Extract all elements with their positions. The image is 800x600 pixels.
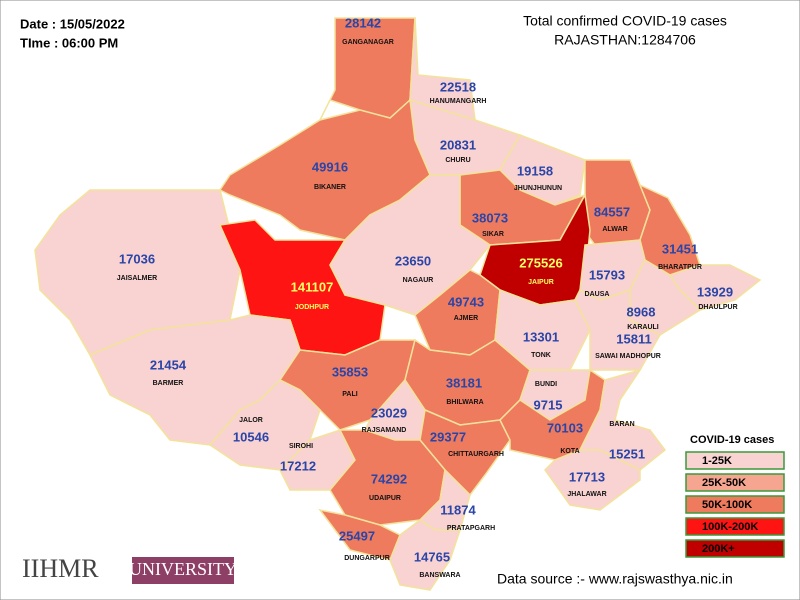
district-cases: 275526 [519, 255, 562, 270]
logo-band [132, 557, 234, 584]
district-area [34, 189, 241, 356]
district-cases: 38073 [472, 210, 508, 225]
district-cases: 31451 [662, 241, 698, 256]
district-area [389, 519, 462, 591]
legend-title: COVID-19 cases [690, 434, 774, 446]
district-name: BANSWARA [419, 572, 460, 579]
district-name: BHARATPUR [658, 264, 702, 271]
district-cases: 8968 [627, 304, 656, 319]
district-name: PRATAPGARH [447, 525, 495, 532]
district-cases: 35853 [332, 364, 368, 379]
district-name: BARAN [609, 421, 634, 428]
district-name: UDAIPUR [369, 495, 401, 502]
district-name: JHALAWAR [567, 491, 606, 498]
logo-main: IIHMR [22, 554, 99, 583]
district-area [544, 449, 641, 511]
title: Total confirmed COVID-19 cases [523, 13, 727, 29]
district-cases: 20831 [440, 137, 476, 152]
district-name: BUNDI [535, 381, 557, 388]
district-name: DAUSA [585, 291, 610, 298]
district-cases: 9715 [534, 397, 563, 412]
district-area [574, 288, 662, 371]
district-cases: 49916 [312, 159, 348, 174]
district-cases: 10546 [233, 429, 269, 444]
district-cases: 28142 [345, 15, 381, 30]
district-name: AJMER [454, 315, 479, 322]
district-cases: 23650 [395, 253, 431, 268]
legend-swatch [685, 539, 785, 558]
district-name: KOTA [560, 448, 579, 455]
legend-label: 100K-200K [702, 521, 758, 533]
district-name: PALI [342, 391, 357, 398]
district-name: ALWAR [602, 226, 627, 233]
district-cases: 19158 [517, 163, 553, 178]
district-cases: 29377 [430, 429, 466, 444]
district-name: BHILWARA [446, 399, 483, 406]
district-cases: 49743 [448, 294, 484, 309]
district-name: JHUNJHUNUN [514, 185, 562, 192]
district-name: DHAULPUR [698, 304, 737, 311]
district-cases: 23029 [371, 405, 407, 420]
district-cases: 11874 [440, 502, 476, 517]
district-cases: 13301 [523, 329, 559, 344]
district-name: JAISALMER [117, 275, 157, 282]
district-cases: 22518 [440, 79, 476, 94]
legend: 1-25K 25K-50K 50K-100K 100K-200K 200K+ [685, 451, 785, 558]
district-name: TONK [531, 352, 551, 359]
district-name: JALOR [239, 417, 263, 424]
legend-label: 50K-100K [702, 499, 752, 511]
date: Date : 15/05/2022 [20, 16, 125, 31]
data-source: Data source :- www.rajswasthya.nic.in [497, 571, 733, 587]
district-cases: 17212 [280, 458, 316, 473]
district-cases: 25497 [339, 528, 375, 543]
district-name: BARMER [153, 380, 184, 387]
district-cases: 17036 [119, 251, 155, 266]
district-cases: 17713 [569, 469, 605, 484]
district-cases: 13929 [697, 284, 733, 299]
legend-swatch [685, 473, 785, 492]
district-cases: 15793 [589, 267, 625, 282]
district-cases: 14765 [414, 549, 450, 564]
district-name: SIROHI [289, 443, 313, 450]
district-name: GANGANAGAR [342, 39, 394, 46]
district-name: NAGAUR [403, 277, 434, 284]
logo-sub: UNIVERSITY [129, 559, 237, 579]
district-name: DUNGARPUR [344, 555, 390, 562]
district-area [329, 174, 492, 316]
district-name: CHITTAURGARH [448, 451, 504, 458]
district-cases: 15811 [616, 331, 651, 346]
district-cases: 38181 [446, 375, 482, 390]
district-name: JAIPUR [528, 279, 554, 286]
legend-swatch [685, 495, 785, 514]
district-cases: 141107 [291, 279, 334, 294]
legend-label: 200K+ [702, 543, 735, 555]
district-name: SAWAI MADHOPUR [595, 353, 661, 360]
district-name: KARAULI [627, 324, 659, 331]
district-cases: 70103 [547, 420, 583, 435]
legend-swatch [685, 517, 785, 536]
district-name: JODHPUR [295, 304, 329, 311]
district-cases: 21454 [150, 357, 187, 372]
district-area [578, 368, 667, 471]
district-name: SIKAR [482, 231, 504, 238]
legend-label: 1-25K [702, 455, 732, 467]
district-name: HANUMANGARH [430, 98, 487, 105]
district-cases: 74292 [371, 471, 407, 486]
legend-label: 25K-50K [702, 477, 746, 489]
district-name: BIKANER [314, 184, 346, 191]
district-name: RAJSAMAND [362, 427, 407, 434]
district-name: CHURU [445, 157, 470, 164]
legend-swatch [685, 451, 785, 470]
district-cases: 15251 [609, 446, 645, 461]
subtitle: RAJASTHAN:1284706 [554, 32, 696, 48]
district-cases: 84557 [594, 204, 630, 219]
map: 28142 GANGANAGAR 22518 HANUMANGARH 20831 CHUR… [34, 15, 762, 591]
time: TIme : 06:00 PM [20, 35, 118, 50]
